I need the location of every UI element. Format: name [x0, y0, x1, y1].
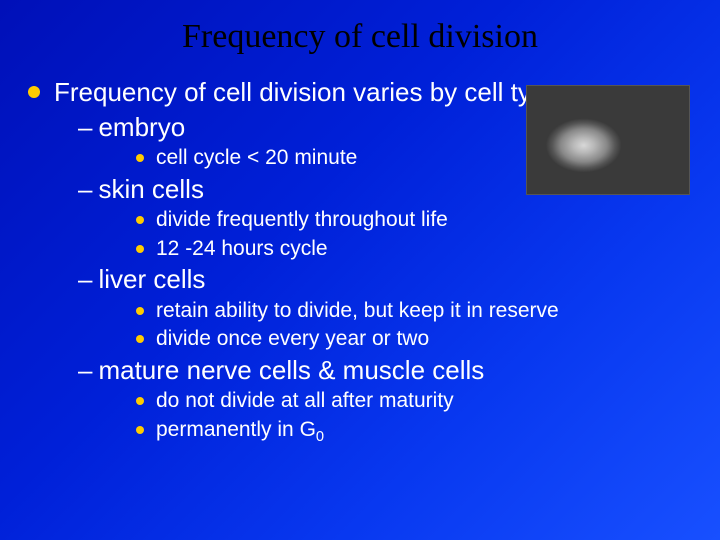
bullet-icon — [136, 154, 144, 162]
bullet-icon — [28, 86, 40, 98]
subscript: 0 — [316, 429, 324, 445]
dash-icon: – — [78, 355, 92, 385]
main-bullet-text: Frequency of cell division varies by cel… — [54, 76, 560, 109]
section-point: do not divide at all after maturity — [136, 387, 692, 415]
cell-division-image — [526, 85, 690, 195]
dash-icon: – — [78, 264, 92, 294]
section-heading: –liver cells — [78, 263, 692, 297]
section-point-text: 12 -24 hours cycle — [156, 235, 328, 263]
section-heading-text: skin cells — [98, 174, 203, 204]
section-heading-text: embryo — [98, 112, 185, 142]
section-point: 12 -24 hours cycle — [136, 235, 692, 263]
bullet-icon — [136, 307, 144, 315]
section-point: divide frequently throughout life — [136, 206, 692, 234]
section-heading-text: liver cells — [98, 264, 205, 294]
section-point-text: divide once every year or two — [156, 325, 429, 353]
bullet-icon — [136, 335, 144, 343]
section-heading: –mature nerve cells & muscle cells — [78, 354, 692, 388]
bullet-icon — [136, 245, 144, 253]
section-point: retain ability to divide, but keep it in… — [136, 297, 692, 325]
bullet-icon — [136, 397, 144, 405]
slide: Frequency of cell division Frequency of … — [0, 0, 720, 540]
dash-icon: – — [78, 112, 92, 142]
section-heading-text: mature nerve cells & muscle cells — [98, 355, 484, 385]
bullet-icon — [136, 216, 144, 224]
section-point-text: retain ability to divide, but keep it in… — [156, 297, 559, 325]
bullet-icon — [136, 426, 144, 434]
section-point-text: permanently in G0 — [156, 416, 324, 448]
section-point: permanently in G0 — [136, 416, 692, 448]
section-point-text: divide frequently throughout life — [156, 206, 448, 234]
slide-title: Frequency of cell division — [0, 18, 720, 56]
dash-icon: – — [78, 174, 92, 204]
section-point: divide once every year or two — [136, 325, 692, 353]
section-point-text: cell cycle < 20 minute — [156, 144, 357, 172]
section-point-text: do not divide at all after maturity — [156, 387, 454, 415]
